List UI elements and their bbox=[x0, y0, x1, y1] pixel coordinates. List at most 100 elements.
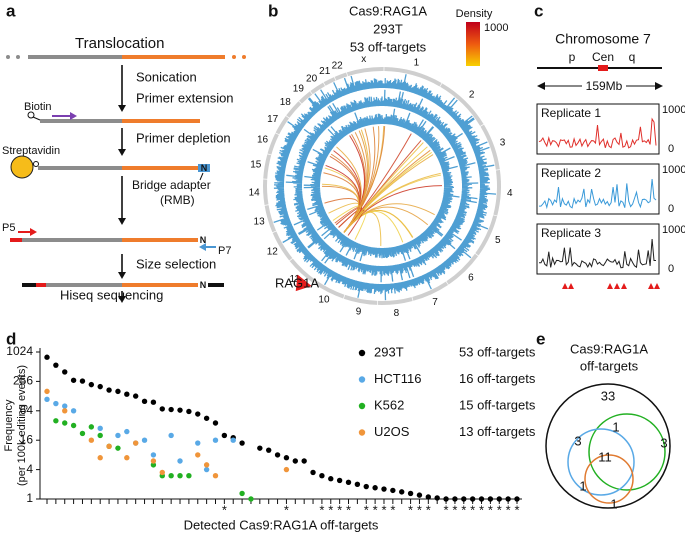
centromere-label: Cen bbox=[592, 50, 614, 64]
legend-max: 1000 bbox=[484, 22, 508, 34]
legend-count: 13 off-targets bbox=[459, 424, 536, 439]
chromosome-ideogram bbox=[384, 67, 442, 87]
chromosome-ideogram bbox=[493, 169, 501, 216]
chromosome-label: 16 bbox=[257, 135, 269, 146]
dot bbox=[242, 55, 246, 59]
point bbox=[97, 455, 103, 461]
chromosome-ideogram bbox=[412, 281, 449, 301]
point bbox=[186, 473, 192, 479]
point bbox=[124, 455, 130, 461]
chromosome-ideogram bbox=[446, 253, 479, 285]
chromosome-ideogram bbox=[346, 67, 384, 77]
legend-marker bbox=[358, 402, 366, 410]
point bbox=[221, 432, 228, 439]
venn-k562 bbox=[588, 413, 666, 491]
primer-head bbox=[30, 228, 37, 236]
chromosome-label: 9 bbox=[356, 306, 362, 317]
y-tick-label: 1024 bbox=[6, 344, 33, 358]
length-label: 159Mb bbox=[586, 79, 623, 93]
venn-hct116 bbox=[567, 428, 635, 496]
point bbox=[195, 440, 201, 446]
chromosome-ideogram bbox=[323, 77, 336, 86]
asterisk: * bbox=[417, 502, 422, 517]
dot bbox=[16, 55, 20, 59]
point bbox=[53, 362, 59, 368]
asterisk: * bbox=[222, 502, 227, 517]
chromosome-label: 14 bbox=[249, 187, 261, 198]
point bbox=[345, 479, 352, 485]
point bbox=[88, 381, 95, 388]
point bbox=[177, 473, 183, 479]
asterisk: * bbox=[364, 502, 369, 517]
point bbox=[354, 481, 361, 487]
asterisk: * bbox=[497, 502, 502, 517]
point bbox=[319, 473, 325, 479]
point bbox=[195, 452, 201, 458]
label: P5 bbox=[2, 222, 15, 234]
point bbox=[257, 445, 263, 451]
point bbox=[115, 388, 121, 395]
chromosome-label: 17 bbox=[267, 114, 279, 125]
point bbox=[70, 377, 77, 383]
venn-u2os bbox=[584, 454, 634, 504]
asterisk: * bbox=[328, 502, 333, 517]
asterisk: * bbox=[444, 502, 449, 517]
chromosome-label: 19 bbox=[293, 84, 305, 95]
point bbox=[186, 408, 192, 415]
asterisk: * bbox=[284, 502, 289, 517]
point bbox=[79, 378, 86, 384]
point bbox=[372, 485, 378, 491]
legend-count: 16 off-targets bbox=[459, 371, 536, 386]
point bbox=[141, 398, 148, 405]
point bbox=[381, 486, 387, 492]
step-arrow-head bbox=[118, 105, 126, 112]
legend-count: 53 off-targets bbox=[459, 344, 536, 359]
point bbox=[62, 408, 68, 414]
locus-label: RAG1A bbox=[275, 275, 319, 290]
point bbox=[53, 418, 59, 424]
linker bbox=[32, 116, 41, 121]
chromosome-ideogram bbox=[480, 124, 500, 170]
label: Bridge adapter bbox=[132, 178, 211, 192]
point bbox=[115, 445, 121, 451]
point bbox=[425, 494, 432, 500]
chord bbox=[343, 209, 413, 238]
point bbox=[115, 432, 121, 439]
y-tick-label: 64 bbox=[20, 403, 34, 417]
point bbox=[292, 458, 299, 464]
replicate-box bbox=[536, 223, 660, 275]
chromosome-label: 6 bbox=[468, 273, 474, 284]
point bbox=[141, 437, 148, 443]
asterisk: * bbox=[319, 502, 324, 517]
chromosome-ideogram bbox=[440, 83, 484, 127]
point bbox=[97, 383, 103, 390]
point bbox=[390, 487, 396, 494]
y-tick-label: 1 bbox=[26, 491, 33, 505]
step-arrow-head bbox=[118, 296, 126, 303]
chromosome-ideogram bbox=[286, 101, 302, 118]
point bbox=[336, 477, 343, 484]
point bbox=[150, 458, 157, 464]
panel-letter: c bbox=[534, 1, 543, 20]
point bbox=[70, 408, 77, 414]
venn-count: 33 bbox=[601, 388, 615, 403]
legend-count: 15 off-targets bbox=[459, 397, 536, 412]
chromosome-ideogram bbox=[275, 115, 290, 135]
point bbox=[195, 411, 201, 417]
chord bbox=[322, 183, 360, 233]
bead bbox=[10, 155, 34, 179]
biotin bbox=[27, 111, 35, 119]
panel-letter: e bbox=[536, 329, 545, 348]
panel-letter: d bbox=[6, 329, 16, 348]
asterisk: * bbox=[390, 502, 395, 517]
venn-count: 1 bbox=[610, 496, 617, 511]
legend-marker bbox=[358, 429, 366, 436]
point bbox=[124, 428, 130, 435]
locus-marker bbox=[295, 274, 312, 292]
step-label: Translocation bbox=[75, 35, 165, 52]
venn-count: 3 bbox=[574, 433, 581, 448]
asterisk: * bbox=[373, 502, 378, 517]
y-axis-label: Frequency bbox=[3, 399, 15, 451]
axis-max: 1000 bbox=[662, 224, 685, 236]
point bbox=[150, 452, 157, 458]
